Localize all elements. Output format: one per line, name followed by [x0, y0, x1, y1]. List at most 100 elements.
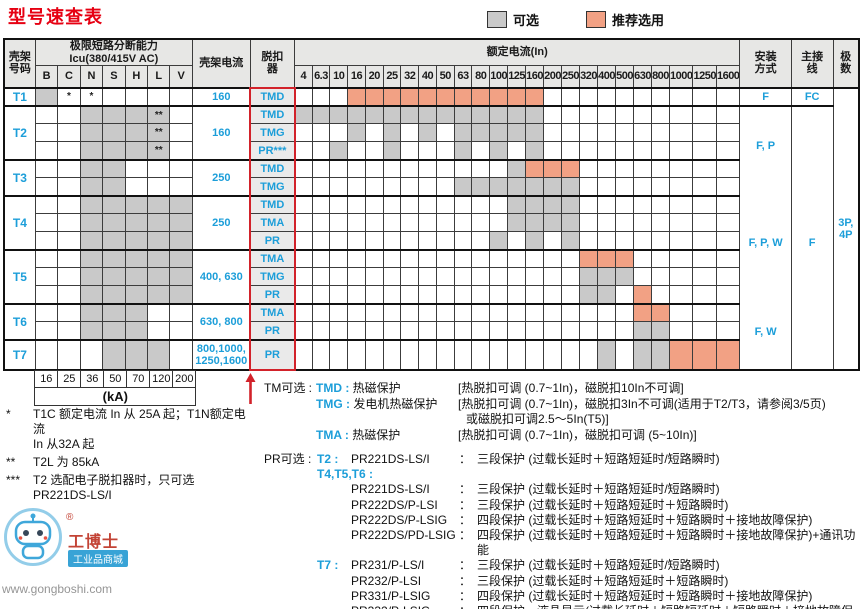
in-cell [311, 158, 331, 179]
in-cell [471, 158, 491, 179]
in-cell [453, 302, 473, 323]
icu-cell [79, 248, 104, 269]
in-cell [597, 248, 617, 269]
tm-option-row: TMA : 热磁保护 [热脱扣可调 (0.7~1In)，磁脱扣可调 (5~10In… [264, 428, 856, 444]
icu-cell [102, 248, 126, 269]
in-col-header: 400 [597, 65, 617, 89]
in-cell [453, 141, 473, 161]
frame-id: T7 [3, 338, 36, 371]
icu-cell [124, 302, 149, 323]
in-cell [311, 321, 331, 341]
in-cell [668, 123, 694, 143]
pr-label [264, 589, 317, 604]
in-cell [615, 104, 635, 125]
in-cell [418, 194, 437, 215]
icu-cell [34, 338, 59, 371]
in-cell [543, 248, 563, 269]
pr-product-name: PR231/P-LS/I [351, 558, 425, 573]
wiring-t1: FC [790, 86, 834, 107]
in-cell [311, 86, 331, 107]
tm-name-desc: TMA : 热磁保护 [316, 428, 458, 444]
in-cell [435, 321, 455, 341]
in-cell [579, 338, 599, 371]
in-cell [668, 302, 694, 323]
pr-frame-tag [317, 604, 351, 609]
in-cell [525, 231, 545, 251]
icu-cell [34, 158, 59, 179]
trip-unit: TMD [249, 86, 296, 107]
ka-value: 25 [57, 369, 82, 388]
in-cell [525, 267, 545, 287]
icu-cell [124, 141, 149, 161]
pr-colon: ： [459, 452, 472, 466]
in-cell [715, 158, 741, 179]
icu-cell [169, 141, 193, 161]
in-cell [418, 141, 437, 161]
poles-cell: 3P, 4P [832, 86, 860, 371]
pr-desc: 三段保护 (过载长延时＋短路短延时＋短路瞬时) [477, 573, 729, 588]
ka-scale: 16 25 36 50 70 120 200 (kA) [34, 369, 197, 406]
icu-cell [57, 213, 81, 233]
in-cell [579, 248, 599, 269]
in-cell [507, 248, 527, 269]
icu-cell [124, 177, 149, 197]
in-cell [453, 177, 473, 197]
icu-cell [79, 194, 104, 215]
icu-cell [147, 285, 171, 305]
install-mode-label: F, W [754, 326, 777, 339]
in-cell [400, 321, 420, 341]
in-cell [543, 104, 563, 125]
in-cell [651, 158, 670, 179]
in-cell [435, 158, 455, 179]
icu-cell [79, 141, 104, 161]
in-cell [400, 177, 420, 197]
pr-option-row: PR221DS-LS/I ： 三段保护 (过载长延时＋短路短延时/短路瞬时) [264, 482, 856, 497]
in-cell [651, 231, 670, 251]
col-header-frame-current: 壳架电流 [191, 38, 251, 89]
in-cell [329, 194, 349, 215]
in-cell [329, 213, 349, 233]
in-cell [453, 213, 473, 233]
in-cell [507, 104, 527, 125]
pr-label [264, 482, 317, 497]
in-cell [489, 338, 509, 371]
icu-cell [102, 321, 126, 341]
in-cell [543, 285, 563, 305]
in-cell [633, 104, 652, 125]
icu-cell [79, 177, 104, 197]
trip-unit: TMA [249, 248, 296, 269]
in-cell [543, 141, 563, 161]
col-header-trip: 脱扣 器 [249, 38, 296, 89]
icu-cell [169, 338, 193, 371]
in-cell [507, 285, 527, 305]
in-cell [543, 213, 563, 233]
tm-name-desc: TMG : 发电机热磁保护 [316, 397, 458, 413]
col-header-wiring: 主接 线 [790, 38, 834, 89]
in-cell [668, 177, 694, 197]
in-cell [489, 123, 509, 143]
in-cell [507, 194, 527, 215]
in-cell [418, 104, 437, 125]
in-cell [715, 231, 741, 251]
icu-cell [102, 86, 126, 107]
tm-name-desc: TMD : 热磁保护 [316, 381, 458, 397]
in-cell [364, 86, 384, 107]
footnote-mark: * [6, 407, 11, 421]
in-cell [668, 267, 694, 287]
in-cell [453, 321, 473, 341]
icu-cell [124, 194, 149, 215]
pr-product-name: PR221DS-LS/I [351, 482, 430, 497]
in-cell [543, 194, 563, 215]
frame-current: 630, 800 [191, 302, 251, 341]
in-cell [364, 213, 384, 233]
in-cell [692, 123, 717, 143]
install-mode-label: F, P, W [748, 237, 783, 250]
in-cell [525, 285, 545, 305]
in-cell [400, 248, 420, 269]
trip-unit: PR [249, 231, 296, 251]
in-cell [525, 177, 545, 197]
in-cell [382, 321, 402, 341]
in-cell [311, 177, 331, 197]
pr-desc: 四段保护 (过载长延时＋短路短延时＋短路瞬时＋接地故障保护) [477, 588, 813, 603]
in-cell [364, 104, 384, 125]
